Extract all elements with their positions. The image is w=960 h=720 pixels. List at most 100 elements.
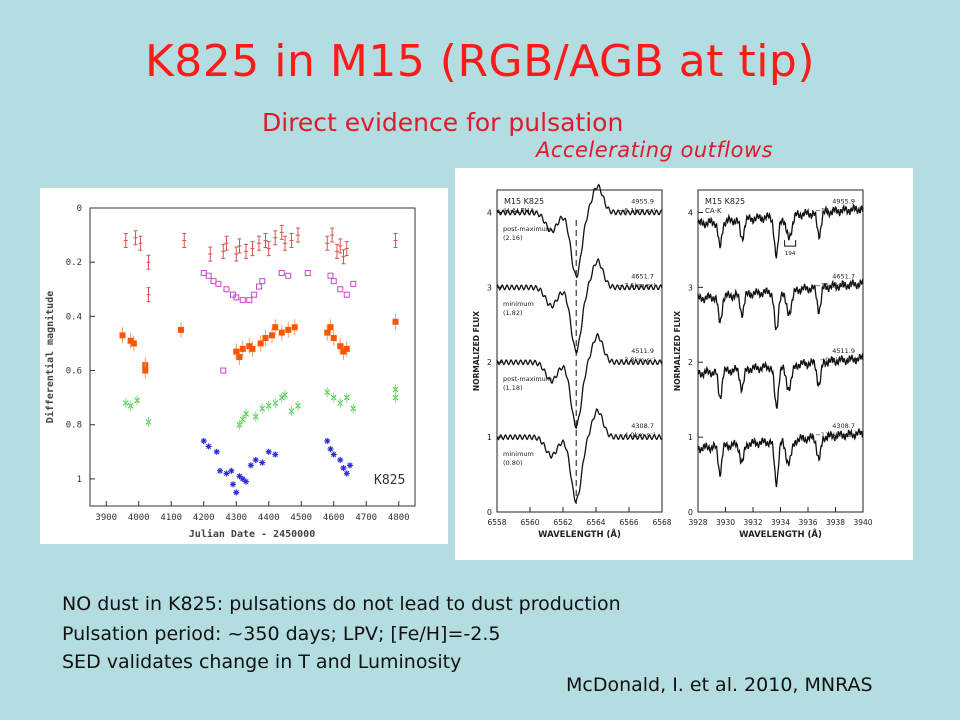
light-curve-point — [278, 392, 285, 403]
spectrum-phase-label: minimum — [503, 300, 534, 308]
spectrum-x-tick-label: 3928 — [688, 518, 707, 527]
light-curve-point — [265, 400, 272, 411]
spectrum-line — [697, 203, 864, 259]
spectrum-x-tick-label: 6564 — [586, 518, 605, 527]
light-curve-point — [338, 238, 343, 254]
light-curve-point — [278, 270, 285, 277]
light-curve-point — [330, 227, 335, 243]
spectrum-line — [496, 332, 663, 430]
light-curve-point — [246, 338, 253, 355]
spectrum-x-tick-label: 3940 — [853, 518, 872, 527]
light-curve-point — [393, 233, 398, 249]
bullet-no-dust: NO dust in K825: pulsations do not lead … — [62, 593, 621, 615]
spectrum-velocity: −15.6km s⁻¹ — [815, 206, 857, 214]
light-curve-point — [239, 297, 246, 304]
light-curve-y-tick-label: 0.6 — [66, 367, 82, 377]
light-curve-point — [272, 319, 279, 336]
spectrum-epoch: 4651.7 — [832, 272, 855, 280]
light-curve-point — [278, 324, 285, 341]
slide-subtitle-outflows: Accelerating outflows — [536, 138, 774, 162]
spectrum-x-axis-label: WAVELENGTH (Å) — [538, 529, 621, 540]
spectrum-y-tick-label: 4 — [487, 208, 492, 217]
spectrum-epoch: 4651.7 — [631, 272, 654, 280]
light-curve-point — [347, 462, 353, 469]
spectrum-y-tick-label: 2 — [487, 358, 492, 367]
light-curve-point — [392, 392, 399, 403]
light-curve-point — [340, 465, 347, 472]
spectra-panel: 6558 6560 6562 6564 6566 6568 0 1 2 3 4 WAVELENGTH … — [455, 168, 913, 560]
spectrum-epoch: 4511.9 — [832, 347, 855, 355]
light-curve-point — [337, 456, 344, 463]
spectrum-line — [496, 257, 663, 354]
light-curve-point — [221, 243, 226, 259]
light-curve-point — [257, 235, 261, 251]
light-curve-x-tick-label: 4300 — [225, 513, 247, 523]
spectrum-x-tick-label: 3938 — [826, 518, 845, 527]
light-curve-point — [244, 243, 248, 259]
spectrum-epoch: 4308.7 — [832, 422, 855, 430]
light-curve-point — [259, 459, 266, 466]
light-curve-point — [296, 227, 300, 243]
light-curve-x-tick-label: 4100 — [160, 513, 182, 523]
light-curve-point — [213, 448, 220, 455]
light-curve-point — [130, 335, 137, 352]
light-curve-point — [335, 243, 339, 259]
light-curve-point — [324, 437, 331, 444]
light-curve-point — [265, 448, 272, 455]
spectrum-line — [697, 352, 864, 409]
light-curve-panel: 3900 4000 4100 4200 4300 4400 4500 4600 4700 4800… — [40, 188, 448, 544]
light-curve-point — [350, 280, 357, 287]
light-curve-x-tick-label: 4200 — [193, 513, 215, 523]
spectrum-y-axis-label: NORMALIZED FLUX — [472, 311, 481, 391]
spectrum-x-tick-label: 6562 — [553, 518, 572, 527]
light-curve-point — [210, 278, 217, 285]
spectrum-x-axis-label: WAVELENGTH (Å) — [739, 529, 822, 540]
light-curve-x-tick-label: 4800 — [388, 513, 410, 523]
light-curve-point — [337, 398, 344, 409]
light-curve-point — [324, 387, 331, 398]
light-curve-point — [291, 319, 298, 336]
spectrum-panel-label: M15 K825 — [705, 197, 745, 206]
light-curve-point — [233, 489, 240, 496]
light-curve-point — [228, 467, 235, 474]
light-curve-chart: 3900 4000 4100 4200 4300 4400 4500 4600 4700 4800… — [44, 204, 416, 540]
light-curve-point — [279, 224, 284, 240]
light-curve-point — [340, 343, 347, 360]
light-curve-point — [122, 398, 129, 409]
light-curve-point — [330, 451, 337, 458]
light-curve-point — [234, 246, 239, 262]
light-curve-point — [251, 291, 258, 298]
spectrum-velocity: −15.1km s⁻¹ — [815, 281, 857, 289]
spectrum-panel-sublabel: H-ALPHA — [504, 207, 535, 215]
light-curve-point — [327, 446, 334, 453]
light-curve-point — [236, 349, 243, 365]
spectrum-phase-value: (2.16) — [503, 234, 523, 242]
light-curve-plot-frame — [89, 207, 416, 507]
slide-title: K825 in M15 (RGB/AGB at tip) — [144, 36, 816, 87]
spectrum-y-tick-label: 4 — [688, 208, 693, 217]
light-curve-point — [223, 286, 230, 293]
spectrum-epoch: 4308.7 — [631, 422, 654, 430]
spectrum-velocity: −3.8km s⁻¹ — [619, 356, 657, 364]
spectrum-line — [496, 183, 663, 279]
light-curve-point — [217, 467, 223, 474]
spectrum-phase-value: (1.18) — [503, 384, 523, 392]
bullet-pulsation-period: Pulsation period: ~350 days; LPV; [Fe/H]… — [62, 623, 501, 645]
light-curve-point — [127, 400, 134, 411]
light-curve-point — [250, 241, 255, 257]
spectrum-velocity: −9.1km s⁻¹ — [820, 356, 858, 364]
light-curve-point — [283, 235, 287, 251]
light-curve-point — [272, 398, 279, 409]
light-curve-y-axis-label: Differential magnitude — [44, 291, 56, 423]
light-curve-point — [230, 481, 236, 488]
light-curve-point — [337, 338, 344, 355]
light-curve-point — [239, 340, 246, 357]
spectrum-velocity: −11.4km s⁻¹ — [815, 431, 857, 439]
light-curve-point — [215, 280, 222, 287]
spectrum-y-tick-label: 3 — [688, 283, 693, 292]
light-curve-point — [289, 233, 294, 249]
light-curve-point — [233, 343, 240, 360]
spectrum-frame — [496, 189, 663, 513]
light-curve-point — [273, 230, 278, 246]
light-curve-point — [288, 406, 295, 417]
